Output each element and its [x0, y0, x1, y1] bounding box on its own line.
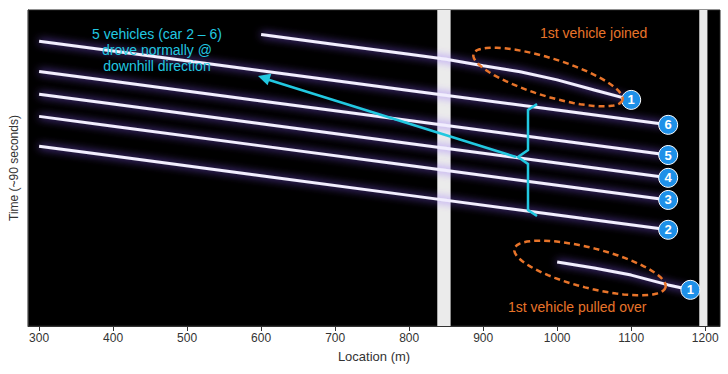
- svg-text:6: 6: [665, 117, 672, 132]
- svg-text:Time (~90 seconds): Time (~90 seconds): [7, 115, 21, 221]
- svg-text:800: 800: [399, 331, 419, 345]
- svg-text:Location (m): Location (m): [338, 349, 410, 364]
- svg-text:1000: 1000: [544, 331, 571, 345]
- svg-text:4: 4: [665, 170, 673, 185]
- svg-text:1100: 1100: [618, 331, 644, 345]
- svg-text:5: 5: [665, 148, 672, 163]
- svg-text:2: 2: [665, 222, 672, 237]
- svg-text:drove normally @: drove normally @: [102, 42, 212, 58]
- svg-text:300: 300: [29, 331, 49, 345]
- svg-text:downhill direction: downhill direction: [103, 58, 210, 74]
- svg-text:400: 400: [103, 331, 123, 345]
- svg-text:1200: 1200: [692, 331, 719, 345]
- svg-text:500: 500: [177, 331, 197, 345]
- svg-text:1st vehicle joined: 1st vehicle joined: [540, 25, 647, 41]
- svg-text:1: 1: [628, 92, 635, 107]
- svg-text:5 vehicles (car 2 – 6): 5 vehicles (car 2 – 6): [92, 26, 222, 42]
- svg-text:900: 900: [473, 331, 493, 345]
- svg-text:600: 600: [251, 331, 271, 345]
- svg-text:700: 700: [325, 331, 345, 345]
- svg-text:1st vehicle pulled over: 1st vehicle pulled over: [508, 299, 647, 315]
- svg-text:1: 1: [687, 282, 694, 297]
- svg-text:3: 3: [665, 192, 672, 207]
